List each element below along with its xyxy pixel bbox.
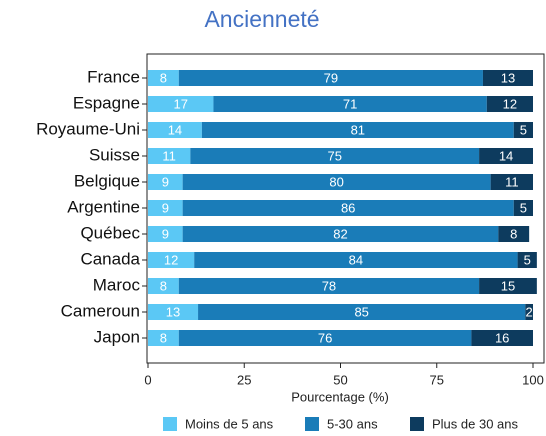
chart-title: Ancienneté xyxy=(204,6,319,32)
value-label: 9 xyxy=(162,174,169,189)
y-tick-label: Cameroun xyxy=(61,301,140,320)
value-label: 11 xyxy=(162,148,176,163)
y-tick-label: Royaume-Uni xyxy=(36,119,140,138)
y-tick-label: Belgique xyxy=(74,171,140,190)
value-label: 86 xyxy=(341,200,355,215)
bar-segment xyxy=(517,252,537,268)
legend-label: Moins de 5 ans xyxy=(185,416,274,431)
value-label: 76 xyxy=(318,330,332,345)
y-tick-label: Canada xyxy=(80,249,140,268)
legend-swatch xyxy=(410,417,424,431)
bar-segment xyxy=(148,330,179,346)
value-label: 2 xyxy=(526,304,533,319)
bar-segment xyxy=(148,200,183,216)
y-tick-label: Espagne xyxy=(73,93,140,112)
value-label: 5 xyxy=(520,200,527,215)
value-label: 71 xyxy=(343,96,357,111)
value-label: 75 xyxy=(327,148,341,163)
value-label: 9 xyxy=(162,200,169,215)
bar-segment xyxy=(198,304,526,320)
x-tick-label: 0 xyxy=(144,372,151,387)
bar-segment xyxy=(148,304,199,320)
bar-segment xyxy=(482,70,533,86)
legend-label: 5-30 ans xyxy=(327,416,378,431)
bar-segment xyxy=(471,330,533,346)
value-label: 84 xyxy=(349,252,363,267)
x-tick-label: 50 xyxy=(333,372,347,387)
y-tick-label: Suisse xyxy=(89,145,140,164)
value-label: 78 xyxy=(322,278,336,293)
bar-segment xyxy=(182,174,491,190)
bar-segment xyxy=(148,96,214,112)
legend-swatch xyxy=(163,417,177,431)
bar-segment xyxy=(182,226,499,242)
bar-segment xyxy=(148,226,183,242)
value-label: 16 xyxy=(495,330,509,345)
bar-segment xyxy=(178,70,483,86)
value-label: 82 xyxy=(333,226,347,241)
bar-segment xyxy=(479,148,533,164)
y-tick-label: Maroc xyxy=(93,275,141,294)
value-label: 9 xyxy=(162,226,169,241)
legend-swatch xyxy=(305,417,319,431)
bar-segment xyxy=(490,174,533,190)
x-tick-label: 25 xyxy=(237,372,251,387)
value-label: 14 xyxy=(499,148,513,163)
x-tick-label: 75 xyxy=(430,372,444,387)
value-label: 14 xyxy=(168,122,182,137)
bar-segment xyxy=(213,96,487,112)
bar-segment xyxy=(148,252,195,268)
bar-segment xyxy=(513,122,533,138)
y-tick-label: Québec xyxy=(80,223,140,242)
value-label: 8 xyxy=(510,226,517,241)
y-tick-label: Argentine xyxy=(67,197,140,216)
bar-segment xyxy=(148,70,179,86)
bar-segment xyxy=(148,122,202,138)
bar-segment xyxy=(479,278,537,294)
bar-segment xyxy=(525,304,533,320)
value-label: 15 xyxy=(501,278,515,293)
value-label: 79 xyxy=(324,70,338,85)
legend-label: Plus de 30 ans xyxy=(432,416,519,431)
bar-segment xyxy=(148,148,191,164)
value-label: 8 xyxy=(160,278,167,293)
x-tick-label: 100 xyxy=(522,372,544,387)
value-label: 13 xyxy=(166,304,180,319)
value-label: 85 xyxy=(354,304,368,319)
value-label: 12 xyxy=(164,252,178,267)
value-label: 17 xyxy=(173,96,187,111)
value-label: 11 xyxy=(505,174,519,189)
value-label: 12 xyxy=(503,96,517,111)
value-label: 80 xyxy=(329,174,343,189)
bar-segment xyxy=(148,278,179,294)
value-label: 8 xyxy=(160,330,167,345)
x-axis-label: Pourcentage (%) xyxy=(291,389,389,404)
value-label: 5 xyxy=(524,252,531,267)
value-label: 13 xyxy=(501,70,515,85)
bar-segment xyxy=(148,174,183,190)
value-label: 8 xyxy=(160,70,167,85)
bar-segment xyxy=(201,122,514,138)
bar-segment xyxy=(486,96,533,112)
bar-segment xyxy=(513,200,533,216)
bar-segment xyxy=(182,200,514,216)
value-label: 81 xyxy=(351,122,365,137)
bar-segment xyxy=(498,226,530,242)
bar-segment xyxy=(194,252,518,268)
bar-segment xyxy=(178,278,480,294)
bar-segment xyxy=(190,148,480,164)
y-tick-label: France xyxy=(87,67,140,86)
value-label: 5 xyxy=(520,122,527,137)
bar-segment xyxy=(178,330,472,346)
y-tick-label: Japon xyxy=(94,327,140,346)
